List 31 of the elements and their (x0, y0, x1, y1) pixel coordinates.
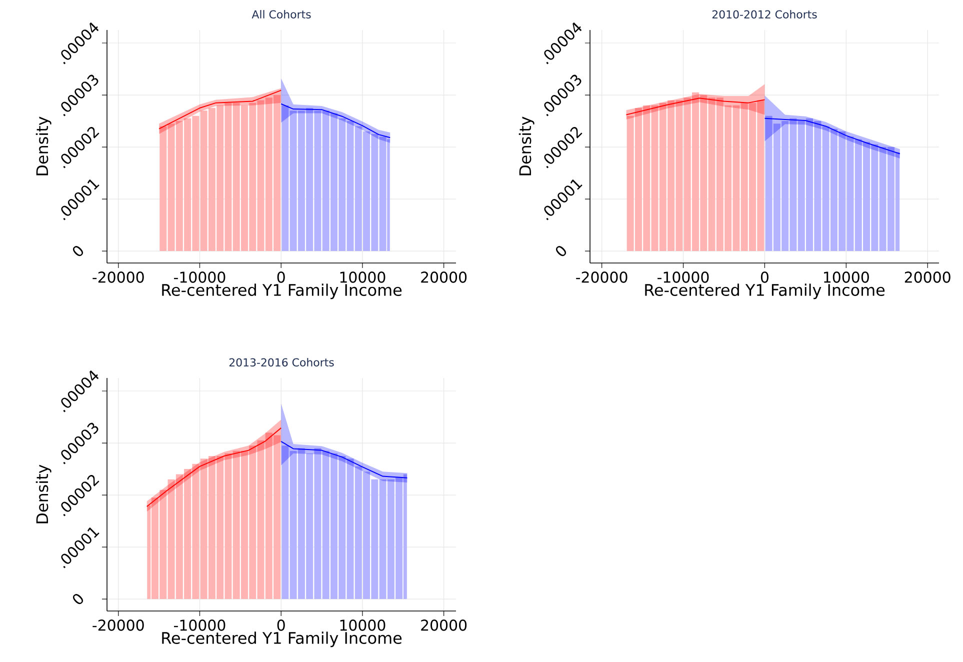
x-axis-title: Re-centered Y1 Family Income (645, 284, 885, 300)
y-axis-title: Density (36, 464, 52, 524)
y-tick-label: 0 (72, 594, 84, 604)
x-axis-title: Re-centered Y1 Family Income (162, 632, 402, 648)
x-tick-label: 10000 (340, 620, 386, 631)
chart-title: 2010-2012 Cohorts (712, 10, 817, 19)
chart-title: All Cohorts (252, 10, 311, 19)
y-axis-title: Density (36, 116, 52, 176)
x-tick-label: 20000 (904, 272, 950, 283)
x-tick-label: 10000 (340, 272, 386, 283)
x-tick-label: 20000 (421, 620, 467, 631)
chart-title: 2013-2016 Cohorts (229, 358, 334, 367)
x-tick-label: -10000 (174, 272, 226, 283)
x-tick-label: 0 (277, 272, 285, 283)
x-tick-label: -20000 (92, 272, 144, 283)
x-axis-title: Re-centered Y1 Family Income (162, 284, 402, 300)
y-tick-label: 0 (72, 246, 84, 256)
line-series (626, 98, 766, 116)
x-tick-label: 0 (277, 620, 285, 631)
x-tick-label: -20000 (576, 272, 628, 283)
x-tick-label: 10000 (824, 272, 869, 283)
y-axis-title: Density (518, 116, 534, 176)
x-tick-label: 0 (760, 272, 768, 283)
line-series (764, 118, 900, 154)
x-tick-label: -10000 (658, 272, 709, 283)
x-tick-label: -20000 (92, 620, 144, 631)
x-tick-label: 20000 (421, 272, 467, 283)
y-tick-label: 0 (556, 246, 566, 256)
line-series (280, 440, 408, 478)
x-tick-label: -10000 (174, 620, 226, 631)
line-series (280, 103, 391, 138)
